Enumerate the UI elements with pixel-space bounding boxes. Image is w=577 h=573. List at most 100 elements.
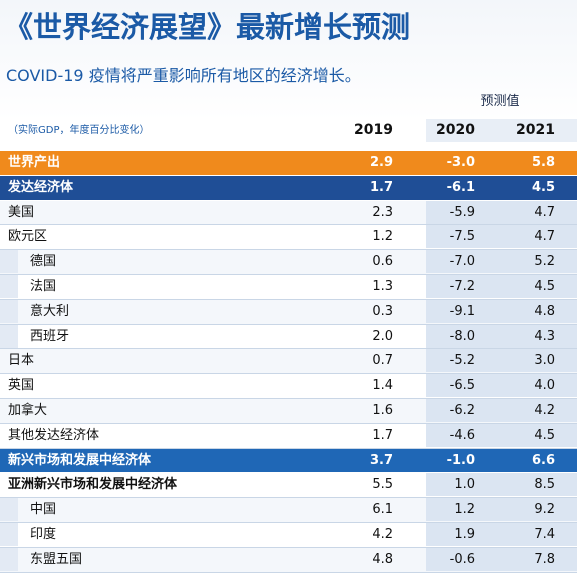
value-cell: 5.5 bbox=[372, 477, 393, 493]
row-label: 法国 bbox=[30, 279, 57, 294]
forecast-shade bbox=[426, 299, 577, 323]
value-cell: 4.0 bbox=[534, 378, 555, 394]
value-cell: 1.0 bbox=[454, 477, 475, 493]
indent-strip bbox=[0, 275, 18, 298]
value-cell: 1.7 bbox=[369, 179, 393, 195]
table-row: 法国 1.3 -7.2 4.5 bbox=[0, 275, 577, 300]
value-cell: -5.2 bbox=[449, 353, 475, 369]
forecast-shade bbox=[426, 374, 577, 398]
value-cell: 1.6 bbox=[372, 403, 393, 418]
header-row: （实际GDP，年度百分比变化） 2019 2020 2021 bbox=[0, 119, 577, 142]
value-cell: -6.2 bbox=[449, 403, 475, 418]
value-cell: 6.1 bbox=[372, 502, 393, 518]
title: 《世界经济展望》最新增长预测 bbox=[4, 10, 411, 44]
row-label: 日本 bbox=[8, 353, 35, 369]
table-row: 发达经济体 1.7 -6.1 4.5 bbox=[0, 175, 577, 201]
value-cell: 4.5 bbox=[534, 427, 555, 443]
value-cell: 4.5 bbox=[534, 279, 555, 294]
indent-strip bbox=[0, 250, 18, 274]
row-label: 发达经济体 bbox=[8, 179, 74, 195]
forecast-shade bbox=[426, 275, 577, 298]
table-row: 英国 1.4 -6.5 4.0 bbox=[0, 374, 577, 399]
value-cell: 4.5 bbox=[531, 179, 555, 195]
indent-strip bbox=[0, 523, 18, 546]
row-label: 美国 bbox=[8, 204, 35, 220]
row-label: 其他发达经济体 bbox=[8, 427, 100, 443]
value-cell: 1.4 bbox=[372, 378, 393, 394]
value-cell: 4.8 bbox=[534, 303, 555, 319]
forecast-shade bbox=[426, 547, 577, 571]
value-cell: -8.0 bbox=[449, 328, 475, 344]
row-label: 意大利 bbox=[30, 303, 70, 319]
indent-strip bbox=[0, 498, 18, 522]
row-label: 加拿大 bbox=[8, 403, 48, 418]
value-cell: 0.7 bbox=[372, 353, 393, 369]
row-label: 新兴市场和发展中经济体 bbox=[8, 452, 152, 468]
column-header: 2019 bbox=[354, 122, 393, 138]
indent-strip bbox=[0, 547, 18, 571]
value-cell: 1.3 bbox=[372, 279, 393, 294]
forecast-shade bbox=[426, 423, 577, 447]
value-cell: 5.2 bbox=[534, 254, 555, 270]
row-label: 世界产出 bbox=[8, 155, 61, 170]
table-row: 亚洲新兴市场和发展中经济体 5.5 1.0 8.5 bbox=[0, 473, 577, 499]
row-label: 德国 bbox=[30, 254, 57, 270]
table-row: 美国 2.3 -5.9 4.7 bbox=[0, 200, 577, 226]
forecast-shade bbox=[426, 523, 577, 546]
forecast-shade bbox=[426, 119, 577, 142]
row-label: 印度 bbox=[30, 527, 57, 542]
value-cell: 1.9 bbox=[454, 527, 475, 542]
value-cell: 0.6 bbox=[372, 254, 393, 270]
value-cell: -9.1 bbox=[449, 303, 475, 319]
value-cell: 7.4 bbox=[534, 527, 555, 542]
value-cell: 1.2 bbox=[372, 229, 393, 245]
value-cell: -7.0 bbox=[449, 254, 475, 270]
column-header: （实际GDP，年度百分比变化） bbox=[8, 125, 150, 136]
value-cell: 6.6 bbox=[531, 452, 555, 468]
value-cell: -5.9 bbox=[449, 204, 475, 220]
row-label: 中国 bbox=[30, 502, 57, 518]
table-row: 欧元区 1.2 -7.5 4.7 bbox=[0, 225, 577, 251]
forecast-shade bbox=[426, 200, 577, 224]
row-label: 亚洲新兴市场和发展中经济体 bbox=[8, 477, 178, 493]
value-cell: 1.2 bbox=[454, 502, 475, 518]
value-cell: -6.1 bbox=[446, 179, 475, 195]
value-cell: 4.8 bbox=[372, 551, 393, 567]
value-cell: 5.8 bbox=[531, 155, 555, 170]
value-cell: 4.3 bbox=[534, 328, 555, 344]
value-cell: 7.8 bbox=[534, 551, 555, 567]
row-label: 英国 bbox=[8, 378, 35, 394]
value-cell: -3.0 bbox=[446, 155, 475, 170]
row-label: 欧元区 bbox=[8, 229, 48, 245]
value-cell: 3.7 bbox=[369, 452, 393, 468]
table-row: 世界产出 2.9 -3.0 5.8 bbox=[0, 151, 577, 176]
value-cell: 0.3 bbox=[372, 303, 393, 319]
value-cell: 8.5 bbox=[534, 477, 555, 493]
value-cell: 4.2 bbox=[534, 403, 555, 418]
value-cell: 3.0 bbox=[534, 353, 555, 369]
value-cell: -7.2 bbox=[449, 279, 475, 294]
value-cell: 4.7 bbox=[534, 204, 555, 220]
table-row: 新兴市场和发展中经济体 3.7 -1.0 6.6 bbox=[0, 448, 577, 474]
forecast-shade bbox=[426, 225, 577, 249]
value-cell: 4.7 bbox=[534, 229, 555, 245]
table-row: 德国 0.6 -7.0 5.2 bbox=[0, 250, 577, 275]
forecast-shade bbox=[426, 399, 577, 422]
indent-strip bbox=[0, 324, 18, 348]
column-header: 2020 bbox=[436, 122, 475, 138]
value-cell: -0.6 bbox=[449, 551, 475, 567]
subtitle: COVID-19 疫情将严重影响所有地区的经济增长。 bbox=[6, 66, 361, 85]
value-cell: -7.5 bbox=[449, 229, 475, 245]
table-row: 其他发达经济体 1.7 -4.6 4.5 bbox=[0, 423, 577, 449]
column-header: 2021 bbox=[516, 122, 555, 138]
value-cell: 4.2 bbox=[372, 527, 393, 542]
indent-strip bbox=[0, 299, 18, 323]
value-cell: 2.3 bbox=[372, 204, 393, 220]
forecast-shade bbox=[426, 498, 577, 522]
forecast-shade bbox=[426, 250, 577, 274]
table-row: 印度 4.2 1.9 7.4 bbox=[0, 523, 577, 548]
value-cell: 2.0 bbox=[372, 328, 393, 344]
table-row: 东盟五国 4.8 -0.6 7.8 bbox=[0, 547, 577, 573]
value-cell: 1.7 bbox=[372, 427, 393, 443]
forecast-label: 预测值 bbox=[480, 94, 520, 109]
